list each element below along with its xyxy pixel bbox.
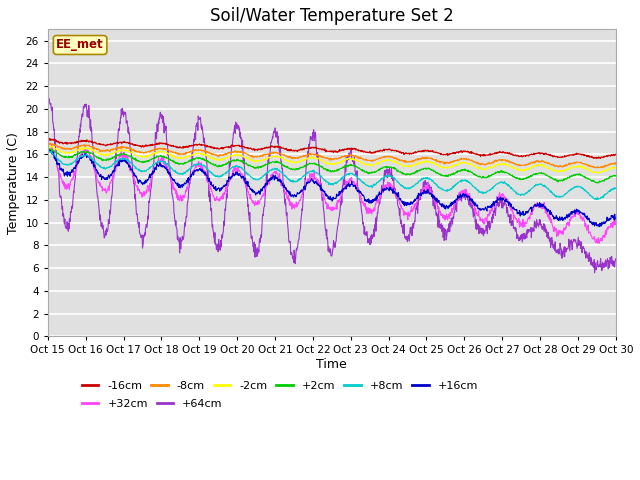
-2cm [367, 162, 375, 168]
+64cm [44, 89, 52, 95]
+32cm [88, 160, 96, 166]
-16cm [285, 148, 293, 154]
-16cm [612, 151, 620, 157]
Line: -2cm: -2cm [48, 145, 616, 173]
-2cm [297, 158, 305, 164]
Line: -8cm: -8cm [48, 142, 616, 168]
+32cm [45, 139, 52, 144]
Line: -16cm: -16cm [48, 139, 616, 158]
-2cm [44, 143, 52, 149]
-2cm [307, 156, 315, 161]
-16cm [596, 156, 604, 161]
-2cm [45, 143, 53, 148]
-16cm [46, 136, 54, 142]
-16cm [297, 146, 305, 152]
+2cm [612, 173, 620, 179]
-8cm [593, 165, 600, 171]
Y-axis label: Temperature (C): Temperature (C) [7, 132, 20, 234]
+8cm [297, 177, 305, 182]
+32cm [367, 211, 375, 216]
Line: +16cm: +16cm [48, 147, 616, 227]
-16cm [44, 137, 52, 143]
-16cm [88, 139, 96, 145]
+8cm [307, 168, 315, 174]
+32cm [307, 175, 315, 180]
+32cm [595, 240, 603, 246]
+8cm [367, 183, 375, 189]
Line: +2cm: +2cm [48, 148, 616, 183]
-16cm [111, 141, 119, 146]
+16cm [612, 216, 620, 222]
-8cm [367, 157, 375, 163]
Text: EE_met: EE_met [56, 38, 104, 51]
+16cm [88, 160, 95, 166]
+16cm [44, 144, 52, 150]
+32cm [111, 168, 119, 174]
+8cm [593, 197, 601, 203]
+16cm [297, 190, 305, 195]
+16cm [307, 177, 315, 183]
+8cm [612, 186, 620, 192]
-2cm [285, 159, 293, 165]
+64cm [297, 217, 305, 223]
-8cm [88, 144, 95, 150]
+2cm [111, 154, 119, 159]
-8cm [297, 154, 305, 160]
+64cm [591, 270, 598, 276]
-2cm [111, 149, 119, 155]
-8cm [285, 154, 292, 160]
+8cm [88, 156, 95, 161]
+8cm [44, 148, 52, 154]
X-axis label: Time: Time [316, 358, 347, 371]
+16cm [285, 189, 292, 194]
Title: Soil/Water Temperature Set 2: Soil/Water Temperature Set 2 [210, 7, 454, 25]
Line: +32cm: +32cm [48, 142, 616, 243]
-2cm [88, 148, 96, 154]
+32cm [285, 196, 293, 202]
+2cm [594, 180, 602, 186]
+64cm [285, 240, 293, 245]
Line: +8cm: +8cm [48, 151, 616, 200]
+8cm [285, 176, 292, 182]
-8cm [111, 146, 118, 152]
-8cm [612, 161, 620, 167]
+8cm [111, 160, 118, 166]
+32cm [297, 196, 305, 202]
+64cm [88, 140, 96, 145]
-2cm [612, 165, 620, 170]
+2cm [88, 150, 96, 156]
+16cm [111, 166, 118, 172]
+64cm [612, 256, 620, 262]
-16cm [367, 150, 375, 156]
+32cm [612, 216, 620, 222]
+64cm [307, 134, 315, 140]
-8cm [307, 152, 315, 157]
+64cm [111, 158, 119, 164]
+2cm [367, 170, 375, 176]
+16cm [367, 198, 375, 204]
+2cm [44, 146, 52, 152]
+16cm [596, 224, 604, 229]
-16cm [307, 144, 315, 150]
Line: +64cm: +64cm [48, 92, 616, 273]
Legend: +32cm, +64cm: +32cm, +64cm [82, 399, 223, 409]
+2cm [44, 145, 52, 151]
-2cm [594, 170, 602, 176]
+2cm [297, 165, 305, 170]
+2cm [307, 161, 315, 167]
+32cm [44, 143, 52, 148]
+64cm [367, 235, 375, 241]
+64cm [44, 92, 52, 97]
-8cm [44, 139, 52, 145]
+2cm [285, 165, 293, 171]
